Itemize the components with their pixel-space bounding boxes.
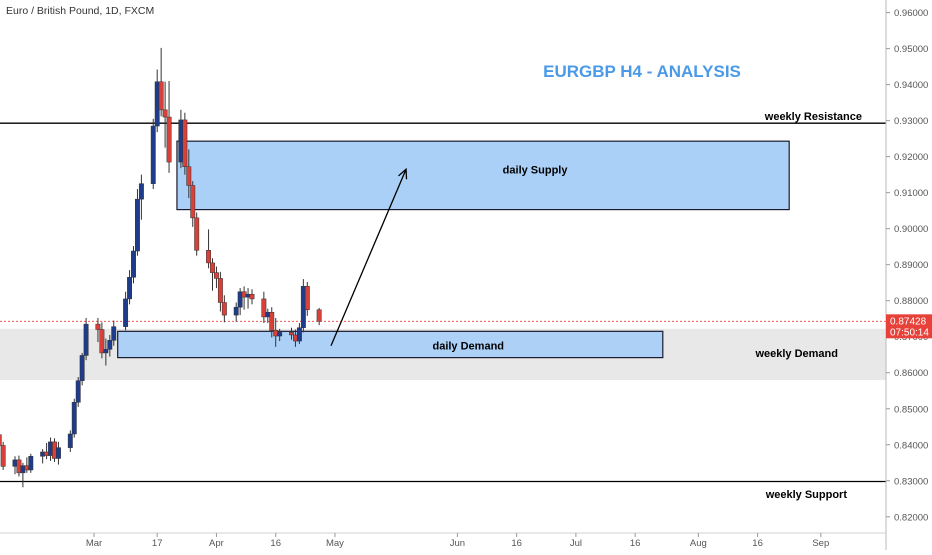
- daily-supply-label: daily Supply: [503, 164, 569, 176]
- symbol-header: Euro / British Pound, 1D, FXCM: [6, 5, 154, 17]
- candle-body: [56, 447, 61, 459]
- candle-body: [67, 433, 73, 448]
- weekly-demand-label: weekly Demand: [754, 348, 838, 360]
- candle-body: [75, 380, 81, 403]
- arrow-head: [398, 167, 408, 180]
- candle-body: [233, 306, 239, 316]
- price-tick-label: 0.91000: [894, 188, 928, 199]
- candle-body: [0, 434, 2, 446]
- candle-body: [28, 456, 34, 471]
- price-tick-label: 0.90000: [894, 224, 928, 235]
- candle-body: [261, 298, 267, 318]
- candle-body: [0, 445, 6, 467]
- candle-body: [103, 349, 109, 354]
- candle-body: [316, 309, 322, 322]
- daily-demand-zone[interactable]: [117, 330, 664, 359]
- time-tick-label: 16: [752, 538, 763, 549]
- chart-title: EURGBP H4 - ANALYSIS: [543, 62, 741, 81]
- price-tag-value: 0.87428: [890, 316, 927, 327]
- arrow-shaft: [330, 169, 407, 346]
- price-axis[interactable]: 0.96000 0.95000 0.94000 0.93000 0.92000 0.910…: [885, 0, 928, 550]
- price-tick-label: 0.88000: [894, 296, 928, 307]
- weekly-resistance-label: weekly Resistance: [764, 111, 862, 123]
- time-tick-label: Apr: [209, 538, 224, 549]
- price-tick-label: 0.85000: [894, 404, 928, 415]
- price-tick-label: 0.94000: [894, 80, 928, 91]
- projection-arrow[interactable]: [330, 167, 408, 346]
- candle-body: [71, 402, 77, 435]
- candle-body: [194, 217, 200, 251]
- candle-body: [304, 286, 310, 310]
- candle-body: [107, 340, 113, 350]
- plot-area[interactable]: [0, 0, 886, 550]
- time-tick-label: 16: [630, 538, 641, 549]
- candle-body: [123, 298, 129, 327]
- candle-body: [277, 332, 283, 337]
- time-tick-label: Mar: [86, 538, 102, 549]
- price-tick-label: 0.95000: [894, 44, 928, 55]
- candle-body: [186, 166, 192, 186]
- candle-body: [162, 109, 168, 118]
- time-axis[interactable]: Mar 17 Apr 16 May Jun 16 Jul 16 Aug 16 Sep: [0, 532, 886, 549]
- time-tick-label: 16: [511, 538, 522, 549]
- price-tag-bg: [886, 314, 932, 339]
- candles-group: [0, 47, 322, 488]
- price-tick-label: 0.83000: [894, 476, 928, 487]
- candle-body: [79, 355, 85, 381]
- price-tick-label: 0.86000: [894, 368, 928, 379]
- candle-body: [111, 326, 117, 341]
- weekly-support-label: weekly Support: [765, 489, 848, 501]
- candle-body: [237, 291, 243, 308]
- candle-body: [206, 250, 212, 264]
- candle-body: [190, 185, 196, 219]
- price-tick-label: 0.84000: [894, 440, 928, 451]
- time-tick-label: May: [326, 538, 344, 549]
- candle-body: [214, 272, 219, 279]
- price-tick-label: 0.96000: [894, 8, 928, 19]
- time-tick-label: Jul: [570, 538, 582, 549]
- candle-body: [269, 311, 275, 331]
- time-tick-label: Jun: [450, 538, 465, 549]
- price-tag-countdown: 07:50:14: [890, 327, 929, 338]
- candle-body: [131, 250, 136, 278]
- current-price-tag: 0.87428 07:50:14: [886, 314, 932, 339]
- price-tick-label: 0.89000: [894, 260, 928, 271]
- candle-body: [217, 278, 223, 303]
- candle-body: [138, 183, 144, 200]
- daily-demand-label: daily Demand: [432, 340, 504, 352]
- price-tick-label: 0.92000: [894, 152, 928, 163]
- candle-body: [83, 323, 89, 356]
- price-tick-label: 0.93000: [894, 116, 928, 127]
- daily-supply-zone[interactable]: [176, 140, 790, 211]
- time-tick-label: 17: [152, 538, 163, 549]
- candle-body: [99, 329, 105, 354]
- candle-body: [210, 262, 215, 273]
- candle-body: [221, 302, 227, 316]
- time-tick-label: Sep: [812, 538, 829, 549]
- candle-body: [166, 116, 172, 163]
- candle-body: [95, 323, 101, 330]
- candle-body: [127, 277, 132, 300]
- candle-body: [289, 332, 294, 336]
- price-tick-label: 0.82000: [894, 512, 928, 523]
- candle-body: [150, 125, 156, 184]
- candle-body: [249, 293, 255, 300]
- candle-body: [296, 327, 302, 342]
- time-tick-label: 16: [270, 538, 281, 549]
- candle-body: [182, 119, 188, 167]
- candle-body: [158, 81, 164, 111]
- candle-body: [135, 198, 140, 252]
- time-tick-label: Aug: [690, 538, 707, 549]
